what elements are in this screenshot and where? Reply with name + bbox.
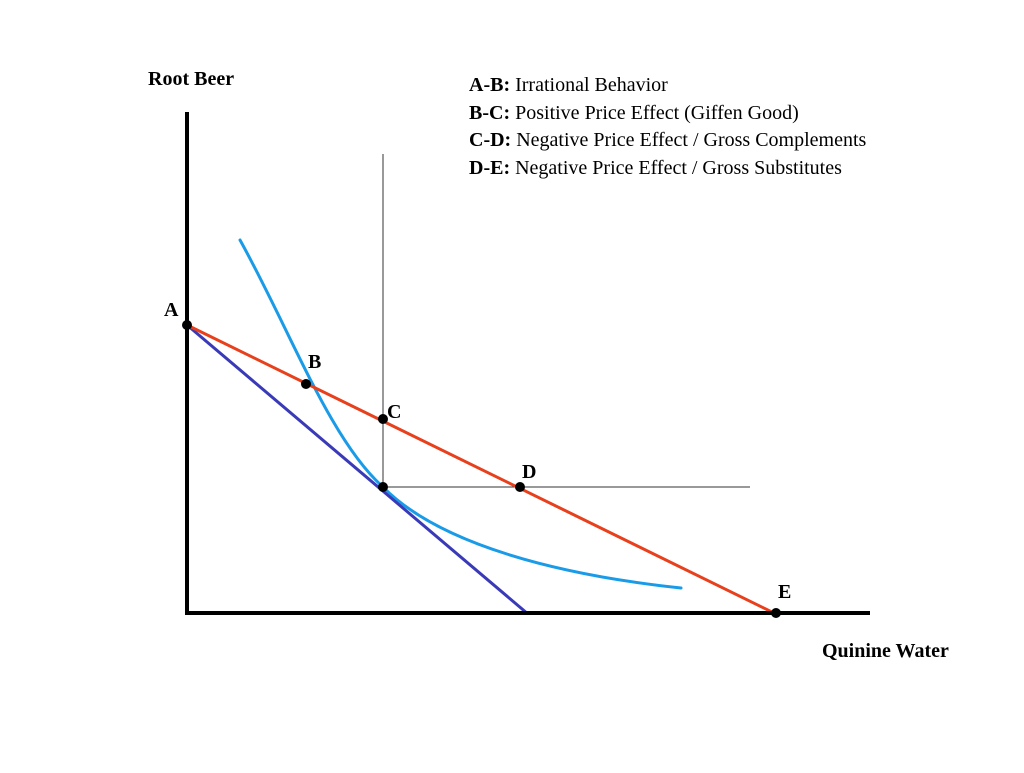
legend-row-c-d: C-D: Negative Price Effect / Gross Compl…: [469, 127, 866, 155]
point-a-marker: [182, 320, 192, 330]
point-b-marker: [301, 379, 311, 389]
legend-text: Positive Price Effect (Giffen Good): [515, 101, 799, 124]
legend-text: Irrational Behavior: [515, 74, 668, 96]
y-axis-title: Root Beer: [148, 68, 235, 90]
legend-row-a-b: A-B: Irrational Behavior: [469, 72, 866, 100]
legend-row-b-c: B-C: Positive Price Effect (Giffen Good): [469, 100, 866, 128]
legend-key: B-C:: [469, 101, 511, 124]
point-c-marker: [378, 414, 388, 424]
original-budget-line: [186, 323, 529, 616]
legend-row-d-e: D-E: Negative Price Effect / Gross Subst…: [469, 155, 866, 183]
legend-text: Negative Price Effect / Gross Complement…: [516, 129, 867, 151]
point-e-marker: [771, 608, 781, 618]
point-e-label: E: [778, 581, 792, 603]
point-b-label: B: [308, 351, 322, 373]
legend: A-B: Irrational Behavior B-C: Positive P…: [469, 72, 866, 182]
tangency-point-marker: [378, 482, 388, 492]
point-d-marker: [515, 482, 525, 492]
legend-key: A-B:: [469, 74, 511, 96]
point-d-label: D: [522, 461, 537, 483]
legend-key: D-E:: [469, 156, 511, 179]
legend-key: C-D:: [469, 129, 512, 151]
x-axis-title: Quinine Water: [822, 640, 949, 662]
legend-text: Negative Price Effect / Gross Substitute…: [515, 156, 842, 179]
point-a-label: A: [164, 299, 179, 321]
new-budget-line: [186, 323, 777, 616]
point-c-label: C: [387, 401, 402, 423]
